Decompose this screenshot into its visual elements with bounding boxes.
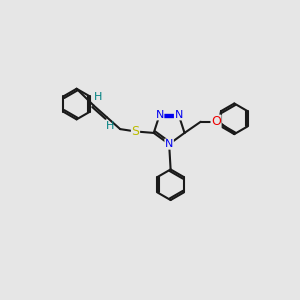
- Text: S: S: [131, 125, 140, 138]
- Text: N: N: [165, 139, 173, 149]
- Text: H: H: [106, 121, 114, 131]
- Text: N: N: [175, 110, 183, 120]
- Text: H: H: [94, 92, 102, 102]
- Text: O: O: [211, 115, 221, 128]
- Text: N: N: [155, 110, 164, 120]
